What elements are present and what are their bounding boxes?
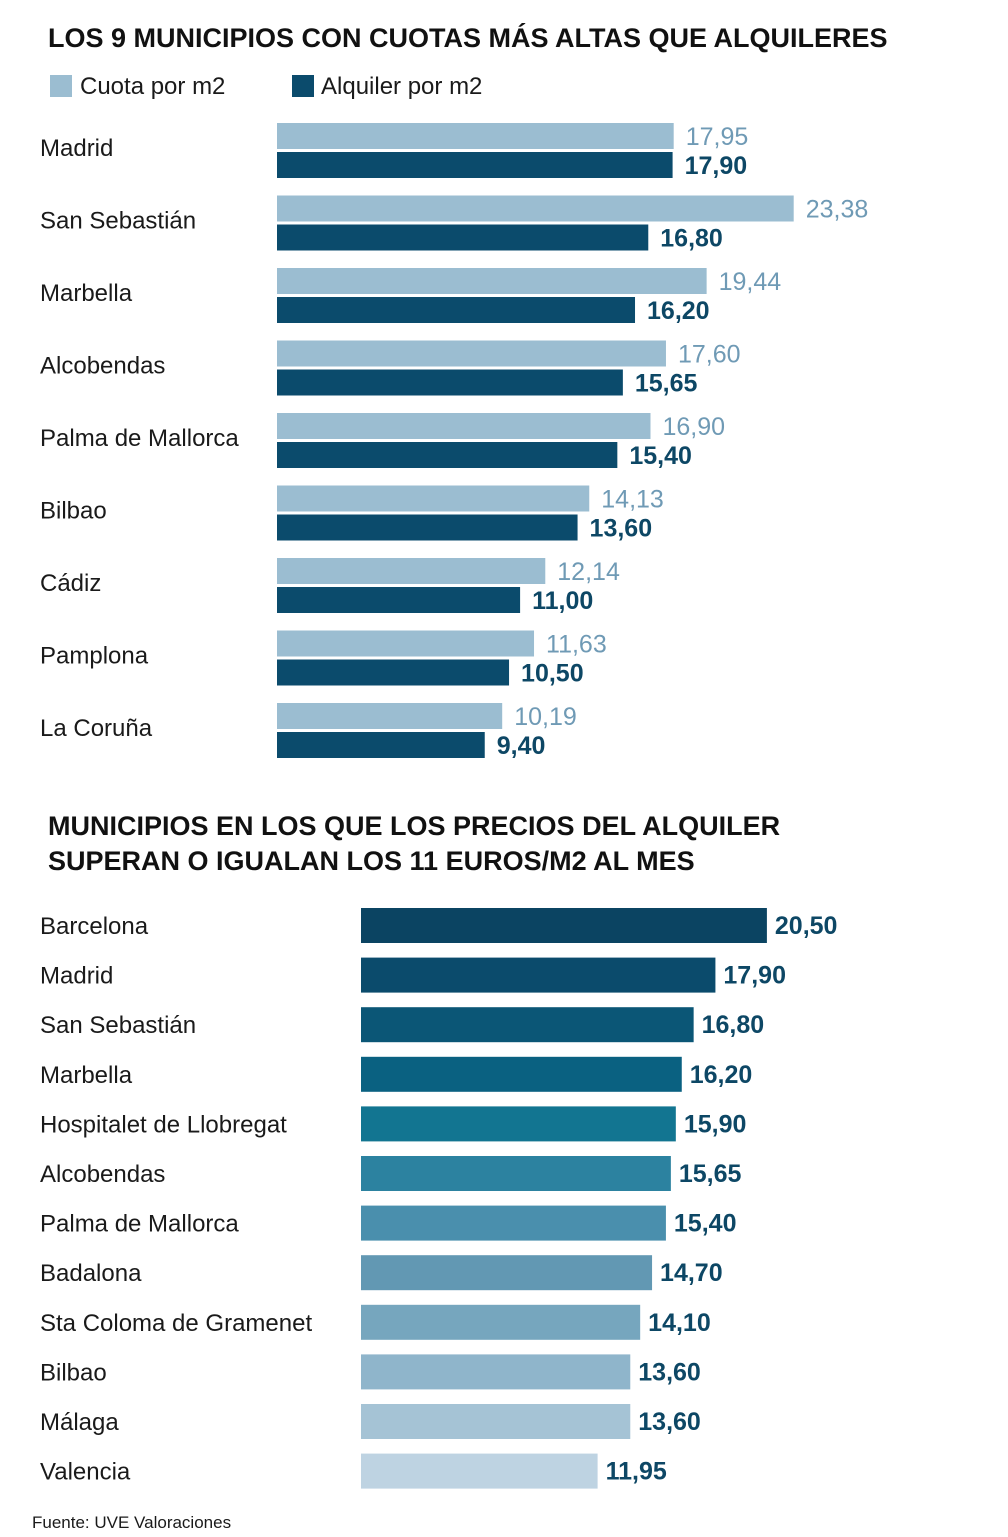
chart2-value-label: 13,60 — [638, 1408, 701, 1436]
chart2-bar — [361, 957, 716, 993]
chart2-value-label: 16,20 — [690, 1061, 753, 1089]
chart1-bar-alquiler — [277, 514, 578, 541]
chart2-value-label: 11,95 — [606, 1458, 667, 1486]
chart2-value-label: 14,10 — [648, 1309, 711, 1337]
chart1-category-label: Bilbao — [40, 498, 107, 525]
chart1-bar-cuota — [277, 195, 794, 222]
chart2-category-label: Palma de Mallorca — [40, 1211, 239, 1238]
chart1-category-label: La Coruña — [40, 715, 153, 742]
chart1-value-cuota: 12,14 — [557, 558, 620, 586]
chart1-category-label: Cádiz — [40, 570, 101, 597]
chart2-value-label: 15,40 — [674, 1210, 737, 1238]
chart2-bar — [361, 1106, 676, 1142]
chart2-bar — [361, 1453, 598, 1489]
chart1-value-alquiler: 16,20 — [647, 297, 710, 325]
chart2-category-label: Marbella — [40, 1062, 133, 1089]
chart2-value-label: 14,70 — [660, 1259, 723, 1287]
chart2-bar — [361, 1255, 653, 1291]
chart1-value-cuota: 23,38 — [806, 196, 869, 224]
chart1-bar-alquiler — [277, 369, 623, 396]
chart1-bar-cuota — [277, 340, 666, 367]
chart2-bar — [361, 1156, 671, 1191]
chart1-bar-cuota — [277, 268, 707, 294]
chart1-value-cuota: 17,95 — [686, 123, 749, 151]
chart2-category-label: Barcelona — [40, 913, 149, 940]
chart2-value-label: 17,90 — [723, 962, 786, 990]
chart1-value-alquiler: 10,50 — [521, 660, 584, 688]
chart1-value-alquiler: 13,60 — [590, 515, 653, 543]
chart1-category-label: Marbella — [40, 280, 133, 307]
legend-label-alquiler: Alquiler por m2 — [321, 73, 482, 100]
chart1-category-label: Alcobendas — [40, 353, 165, 380]
chart2-bar — [361, 1304, 641, 1340]
chart1-value-cuota: 11,63 — [546, 631, 607, 659]
chart1-value-cuota: 19,44 — [719, 268, 782, 296]
chart2-category-label: Valencia — [40, 1459, 131, 1486]
chart2-category-label: San Sebastián — [40, 1012, 196, 1039]
chart1-bar-alquiler — [277, 659, 510, 686]
chart1-title: LOS 9 MUNICIPIOS CON CUOTAS MÁS ALTAS QU… — [48, 22, 888, 53]
chart1-category-label: Madrid — [40, 135, 113, 162]
chart2-category-label: Alcobendas — [40, 1161, 165, 1188]
chart1-value-alquiler: 9,40 — [497, 732, 546, 760]
chart2-bar — [361, 1056, 682, 1092]
chart1-bar-alquiler — [277, 587, 521, 613]
chart2-bar — [361, 1404, 631, 1439]
chart1-bar-cuota — [277, 123, 674, 149]
chart1-category-label: Palma de Mallorca — [40, 425, 239, 452]
chart1-bar-alquiler — [277, 297, 636, 323]
chart2-category-label: Bilbao — [40, 1359, 107, 1386]
chart2-category-label: Madrid — [40, 963, 113, 990]
chart1-bar-cuota — [277, 630, 535, 657]
chart1-category-label: Pamplona — [40, 643, 149, 670]
chart2-bar — [361, 908, 767, 943]
chart2-value-label: 15,90 — [684, 1110, 747, 1138]
chart1-value-cuota: 16,90 — [662, 413, 725, 441]
chart1-bar-cuota — [277, 558, 546, 584]
chart2-value-label: 16,80 — [702, 1011, 765, 1039]
chart2-plot: Barcelona 20,50 Madrid 17,90 San Sebastián 16… — [40, 908, 837, 1489]
chart1-bar-alquiler — [277, 442, 618, 468]
chart2-bar — [361, 1205, 666, 1241]
chart1-bar-cuota — [277, 485, 590, 512]
chart1-value-alquiler: 16,80 — [660, 225, 723, 253]
chart1-value-cuota: 10,19 — [514, 703, 577, 731]
chart1-legend: Cuota por m2 Alquiler por m2 — [50, 73, 482, 100]
chart2-value-label: 20,50 — [775, 912, 838, 940]
chart1-category-label: San Sebastián — [40, 208, 196, 235]
chart1-value-alquiler: 15,40 — [629, 442, 692, 470]
chart1-bar-cuota — [277, 413, 651, 439]
chart1-bar-alquiler — [277, 732, 485, 758]
chart1-bar-cuota — [277, 703, 503, 729]
chart2-category-label: Sta Coloma de Gramenet — [40, 1310, 312, 1337]
chart2-bar — [361, 1007, 694, 1043]
chart2-title-line2: SUPERAN O IGUALAN LOS 11 EUROS/M2 AL MES — [48, 846, 695, 876]
legend-swatch-alquiler — [292, 75, 314, 97]
chart1-value-alquiler: 11,00 — [532, 587, 593, 615]
chart2-title-line1: MUNICIPIOS EN LOS QUE LOS PRECIOS DEL AL… — [48, 811, 780, 841]
chart2-category-label: Hospitalet de Llobregat — [40, 1111, 287, 1138]
chart2-bar — [361, 1354, 631, 1390]
legend-swatch-cuota — [50, 75, 72, 97]
chart1-value-alquiler: 15,65 — [635, 370, 698, 398]
chart2-value-label: 15,65 — [679, 1160, 742, 1188]
chart1-value-cuota: 14,13 — [601, 486, 664, 514]
chart2-value-label: 13,60 — [638, 1358, 701, 1386]
chart1-value-cuota: 17,60 — [678, 341, 741, 369]
chart1-bar-alquiler — [277, 224, 649, 251]
chart2-category-label: Málaga — [40, 1409, 119, 1436]
chart1-bar-alquiler — [277, 152, 673, 178]
chart2-category-label: Badalona — [40, 1260, 142, 1287]
legend-label-cuota: Cuota por m2 — [80, 73, 225, 100]
source-note: Fuente: UVE Valoraciones — [32, 1513, 231, 1532]
chart1-value-alquiler: 17,90 — [685, 152, 748, 180]
